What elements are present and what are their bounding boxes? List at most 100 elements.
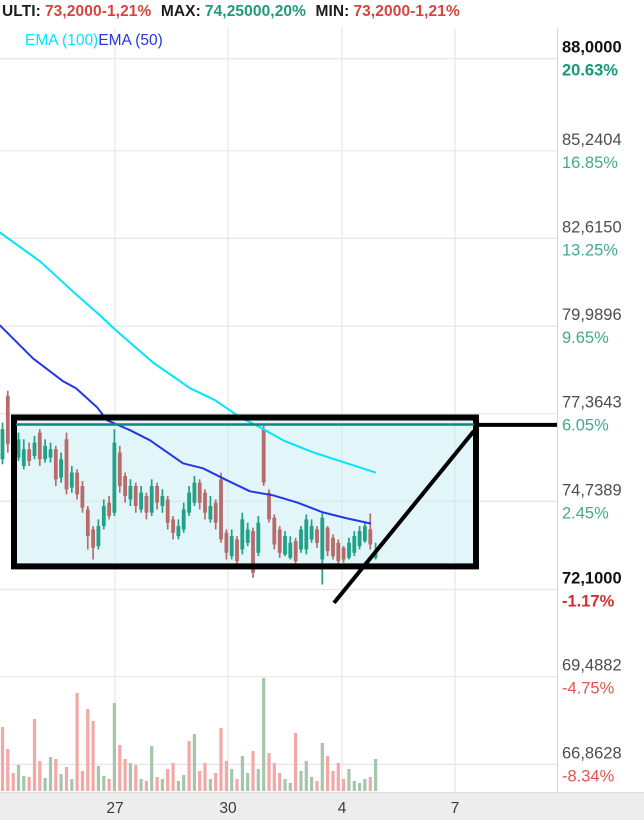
volume-bar xyxy=(187,741,191,791)
volume-bar xyxy=(155,777,159,791)
y-axis-pct-label: -1.17% xyxy=(562,593,615,611)
y-axis-price-label: 85,2404 xyxy=(562,131,622,149)
volume-bar xyxy=(0,727,5,791)
volume-bar xyxy=(64,767,69,791)
volume-bar xyxy=(107,779,111,791)
volume-bar xyxy=(240,756,244,791)
volume-bar xyxy=(230,769,234,791)
y-axis-price-label: 69,4882 xyxy=(562,657,622,675)
max-label: MAX: xyxy=(160,3,201,20)
volume-bar xyxy=(304,761,308,791)
y-axis-pct-label: 9.65% xyxy=(562,329,609,347)
max-value: 74,25000,20% xyxy=(204,3,307,20)
candle-body xyxy=(197,482,202,503)
candle-body xyxy=(91,529,95,548)
candle-body xyxy=(48,449,53,458)
volume-bar xyxy=(256,769,260,791)
volume-bar xyxy=(326,756,330,791)
stats-bar: ULTI: 73,2000-1,21% MAX: 74,25000,20% MIN:… xyxy=(2,3,460,21)
candle-body xyxy=(155,486,159,503)
candle-body xyxy=(149,486,154,513)
y-axis-price-label: 74,7389 xyxy=(562,481,622,499)
candle-body xyxy=(0,429,5,460)
volume-bar xyxy=(139,779,143,791)
min-change: -1,21% xyxy=(410,3,460,20)
candle-body xyxy=(64,439,69,490)
candle-body xyxy=(357,531,362,547)
volume-bar xyxy=(6,749,10,791)
volume-bar xyxy=(288,783,292,791)
volume-bar xyxy=(102,776,106,791)
volume-bar xyxy=(192,734,196,791)
volume-bar xyxy=(358,783,362,791)
volume-bar xyxy=(224,761,228,791)
candle-body xyxy=(293,541,298,562)
last-change: -1,21% xyxy=(101,3,152,20)
min-label: MIN: xyxy=(315,3,350,20)
candle-body xyxy=(304,519,309,550)
volume-bar xyxy=(203,763,207,791)
volume-bar xyxy=(214,773,218,791)
candle-body xyxy=(283,536,287,555)
candle-body xyxy=(37,432,42,460)
y-axis-pct-label: 6.05% xyxy=(562,417,609,435)
drawn-trend-line[interactable] xyxy=(332,429,476,605)
volume-bar xyxy=(299,771,303,791)
candle-body xyxy=(203,492,207,513)
candle-body xyxy=(224,532,229,553)
candle-body xyxy=(107,502,111,517)
volume-bar xyxy=(347,769,351,791)
legend-ema-100[interactable]: EMA (100) xyxy=(25,32,99,49)
candle-body xyxy=(139,492,143,510)
candle-body xyxy=(347,542,351,558)
candle-body xyxy=(27,449,32,461)
candle-body xyxy=(245,529,250,543)
max-change: 0,20% xyxy=(261,3,307,20)
candle-body xyxy=(144,496,149,513)
y-axis-price-label: 79,9896 xyxy=(562,306,622,324)
candle-body xyxy=(128,486,133,500)
volume-bar xyxy=(118,745,122,791)
candle-body xyxy=(53,449,58,480)
candle-body xyxy=(261,429,266,483)
y-axis-pct-label: -4.75% xyxy=(562,680,615,698)
ema-legend: EMA (100)EMA (50) xyxy=(25,32,163,50)
volume-bar xyxy=(315,781,319,791)
candle-body xyxy=(96,526,101,547)
volume-bar xyxy=(86,709,90,791)
volume-bar xyxy=(246,773,250,791)
candle-body xyxy=(309,526,314,540)
candle-body xyxy=(240,519,245,550)
drawn-rectangle-fill[interactable] xyxy=(14,417,476,567)
candle-body xyxy=(80,486,85,508)
volume-bar xyxy=(171,763,175,791)
volume-bar xyxy=(112,703,116,791)
last-value: 73,2000-1,21% xyxy=(44,3,152,20)
volume-bar xyxy=(96,766,100,791)
drawn-rectangle[interactable] xyxy=(11,414,479,570)
candle-body xyxy=(187,492,191,513)
candle-body xyxy=(331,537,335,557)
candle-body xyxy=(5,395,10,445)
y-axis-price-label: 72,1000 xyxy=(562,570,622,588)
legend-ema-50[interactable]: EMA (50) xyxy=(98,32,163,49)
volume-bar xyxy=(16,765,21,791)
volume-bar xyxy=(22,776,26,791)
volume-bar xyxy=(267,753,271,791)
volume-bar xyxy=(32,719,37,791)
ema-50-line xyxy=(0,324,371,525)
candle-body xyxy=(133,486,138,506)
candle-body xyxy=(32,442,37,456)
candle-body xyxy=(43,445,47,460)
volume-bar xyxy=(128,763,132,791)
volume-bar xyxy=(374,759,378,791)
volume-bar xyxy=(283,779,287,791)
candle-body xyxy=(117,452,122,486)
y-axis-pct-label: -8.34% xyxy=(562,767,615,785)
volume-bar xyxy=(182,775,186,791)
y-axis-pct-label: 20.63% xyxy=(562,62,618,80)
candle-body xyxy=(219,479,223,540)
candle-body xyxy=(16,439,21,458)
candle-body xyxy=(112,442,117,513)
